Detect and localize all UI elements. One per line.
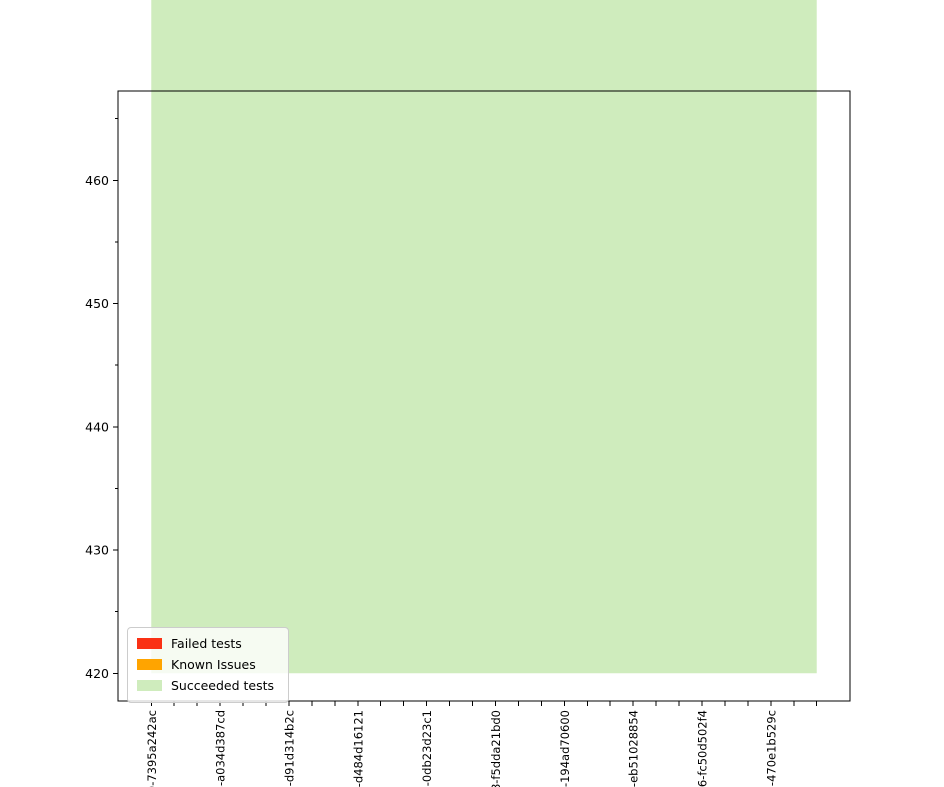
x-tick-label: 27-470e1b529c bbox=[764, 710, 778, 787]
x-tick-label: 81-d91d314b2c bbox=[282, 710, 296, 787]
legend-item-succeeded-tests: Succeeded tests bbox=[137, 675, 280, 696]
area-succeeded-tests bbox=[151, 0, 817, 674]
x-tick-label: 076-fc50d502f4 bbox=[695, 710, 709, 787]
y-tick-label: 430 bbox=[85, 543, 109, 558]
x-tick-label: 08-f5dda21bd0 bbox=[489, 710, 503, 787]
legend: Failed tests Known Issues Succeeded test… bbox=[127, 627, 289, 703]
legend-label-known-issues: Known Issues bbox=[171, 657, 256, 672]
legend-item-known-issues: Known Issues bbox=[137, 654, 280, 675]
x-tick-label: 17-d484d16121 bbox=[351, 710, 365, 787]
x-tick-label: 58-a034d387cd bbox=[214, 710, 228, 787]
y-tick-label: 440 bbox=[85, 419, 109, 434]
y-tick-label: 460 bbox=[85, 173, 109, 188]
legend-item-failed-tests: Failed tests bbox=[137, 633, 280, 654]
legend-swatch-failed-tests bbox=[137, 638, 162, 649]
legend-label-succeeded-tests: Succeeded tests bbox=[171, 678, 275, 693]
axes-frame bbox=[117, 90, 851, 702]
legend-swatch-known-issues bbox=[137, 659, 162, 670]
x-tick-label: 17-194ad70600 bbox=[558, 710, 572, 787]
y-tick-label: 450 bbox=[85, 296, 109, 311]
x-tick-label: 50-7395a242ac bbox=[145, 710, 159, 787]
x-tick-label: 38-eb51028854 bbox=[627, 710, 641, 787]
legend-label-failed-tests: Failed tests bbox=[171, 636, 242, 651]
legend-swatch-succeeded-tests bbox=[137, 680, 162, 691]
x-tick-label: 41-0db23d23c1 bbox=[420, 710, 434, 787]
y-tick-label: 420 bbox=[85, 666, 109, 681]
